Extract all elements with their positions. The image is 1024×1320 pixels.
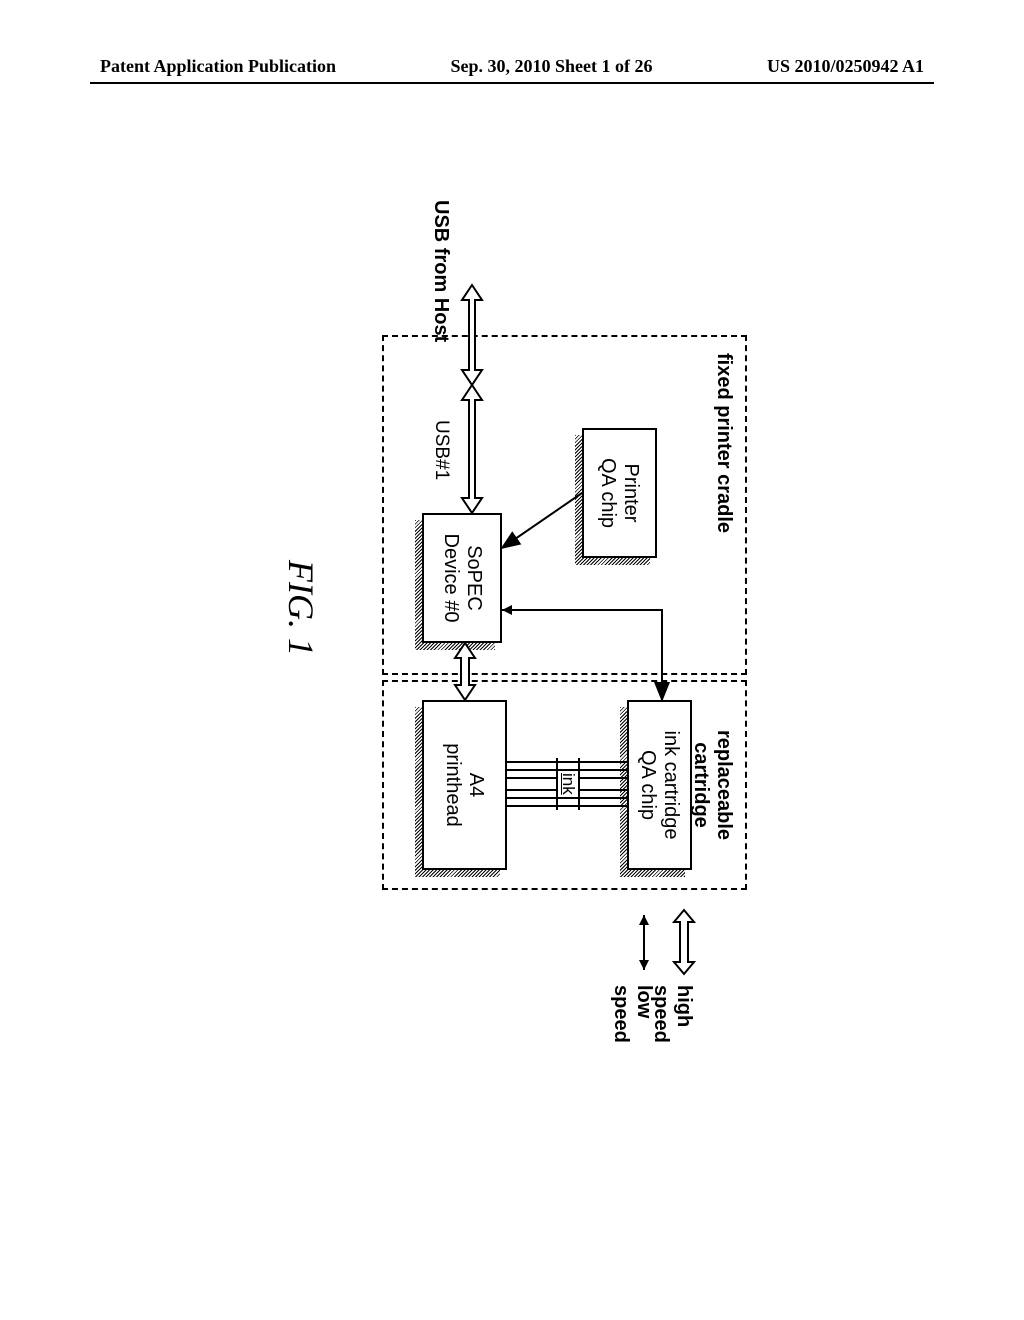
figure-label: FIG. 1 bbox=[280, 560, 322, 656]
diagram-wrapper: fixed printer cradle replaceable cartrid… bbox=[252, 250, 772, 1070]
header-left: Patent Application Publication bbox=[100, 56, 336, 77]
ink-label: ink bbox=[558, 771, 578, 797]
connectors bbox=[252, 250, 772, 1070]
printerqa-to-sopec bbox=[502, 493, 582, 548]
diagram: fixed printer cradle replaceable cartrid… bbox=[252, 250, 772, 1070]
legend-low-speed: low speed bbox=[609, 985, 655, 1070]
header-right: US 2010/0250942 A1 bbox=[767, 56, 924, 77]
sopec-to-printhead-arrow bbox=[455, 643, 475, 700]
usb-from-host-label: USB from Host bbox=[429, 200, 452, 350]
page-header: Patent Application Publication Sep. 30, … bbox=[0, 56, 1024, 77]
header-rule bbox=[90, 82, 934, 84]
legend-low-speed-arrow bbox=[639, 915, 649, 970]
usb-host-arrow bbox=[462, 285, 482, 513]
legend-high-speed: high speed bbox=[649, 985, 695, 1070]
header-center: Sep. 30, 2010 Sheet 1 of 26 bbox=[451, 56, 653, 77]
legend-high-speed-arrow bbox=[674, 910, 694, 974]
usb-num-label: USB#1 bbox=[430, 420, 452, 480]
sopec-to-inkqa bbox=[502, 605, 662, 700]
